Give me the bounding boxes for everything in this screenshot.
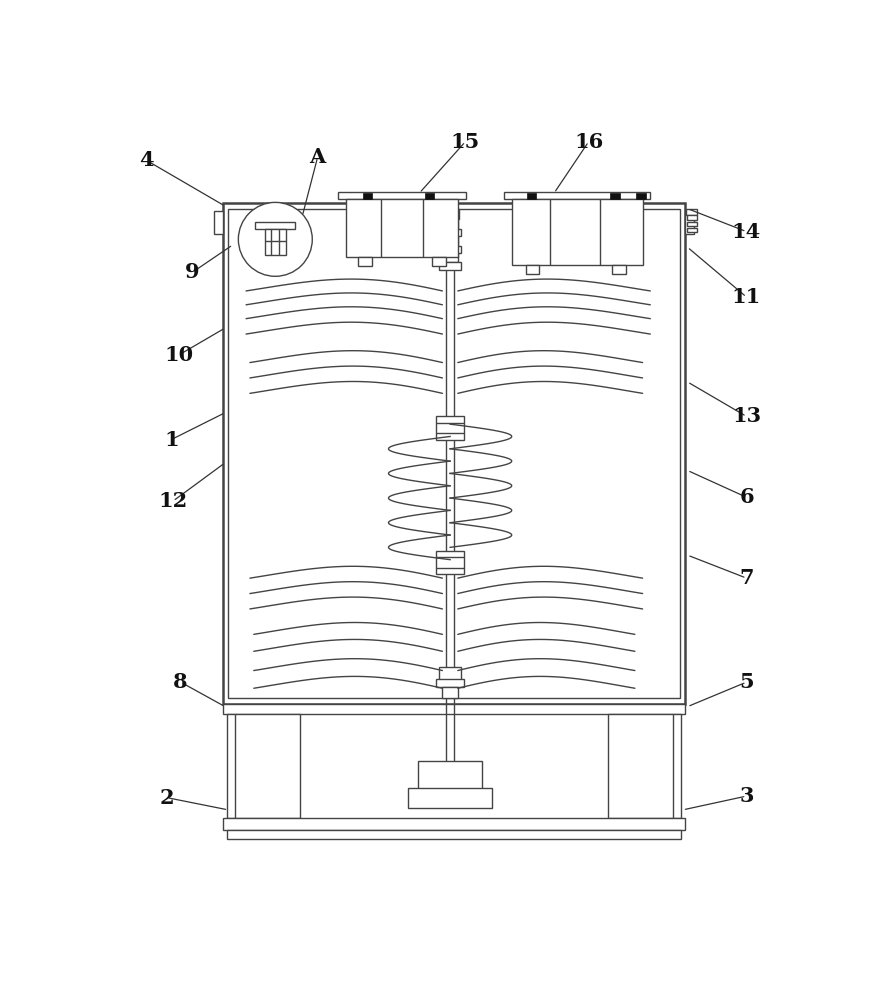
Bar bbox=[610, 193, 620, 199]
Text: 10: 10 bbox=[164, 345, 194, 365]
Bar bbox=[229, 209, 679, 698]
Text: 16: 16 bbox=[574, 132, 603, 152]
Circle shape bbox=[238, 202, 313, 276]
Bar bbox=[432, 257, 446, 266]
Bar bbox=[441, 209, 459, 219]
Text: 4: 4 bbox=[139, 150, 154, 170]
Bar bbox=[439, 246, 461, 253]
Text: 3: 3 bbox=[739, 786, 753, 806]
Text: 5: 5 bbox=[739, 672, 754, 692]
Text: 13: 13 bbox=[732, 406, 761, 426]
Bar bbox=[255, 222, 295, 229]
Bar bbox=[687, 215, 697, 220]
Bar bbox=[443, 236, 457, 246]
Text: 12: 12 bbox=[158, 491, 188, 511]
Bar bbox=[504, 192, 650, 199]
Bar bbox=[443, 219, 457, 229]
Bar bbox=[686, 209, 698, 215]
Bar bbox=[265, 229, 286, 255]
Bar bbox=[687, 228, 697, 232]
Bar bbox=[424, 193, 434, 199]
Bar bbox=[439, 667, 461, 682]
Text: 15: 15 bbox=[450, 132, 480, 152]
Bar bbox=[223, 818, 685, 830]
Bar bbox=[512, 199, 643, 265]
Text: 2: 2 bbox=[160, 788, 174, 808]
Bar bbox=[687, 222, 697, 226]
Bar bbox=[227, 714, 300, 818]
Bar bbox=[443, 253, 457, 262]
Text: 14: 14 bbox=[732, 222, 761, 242]
Bar bbox=[418, 761, 483, 791]
Text: A: A bbox=[310, 147, 326, 167]
Bar bbox=[636, 193, 646, 199]
Bar bbox=[685, 211, 694, 234]
Bar bbox=[223, 203, 685, 704]
Bar bbox=[443, 687, 457, 698]
Bar bbox=[347, 199, 457, 257]
Bar bbox=[608, 714, 681, 818]
Text: 11: 11 bbox=[732, 287, 761, 307]
Bar bbox=[214, 211, 223, 234]
Bar bbox=[526, 265, 540, 274]
Text: 9: 9 bbox=[185, 262, 199, 282]
Bar bbox=[436, 416, 464, 440]
Bar bbox=[612, 265, 626, 274]
Bar bbox=[527, 193, 536, 199]
Bar bbox=[363, 193, 373, 199]
Text: 8: 8 bbox=[174, 672, 188, 692]
Bar bbox=[439, 262, 461, 270]
Bar bbox=[358, 257, 372, 266]
Bar bbox=[339, 192, 465, 199]
Bar bbox=[439, 229, 461, 236]
Text: 7: 7 bbox=[739, 568, 753, 588]
Bar bbox=[223, 704, 685, 714]
Bar bbox=[408, 788, 492, 808]
Bar bbox=[436, 551, 464, 574]
Text: 6: 6 bbox=[739, 487, 754, 507]
Bar bbox=[436, 679, 464, 687]
Text: 1: 1 bbox=[164, 430, 179, 450]
Bar bbox=[227, 830, 681, 839]
